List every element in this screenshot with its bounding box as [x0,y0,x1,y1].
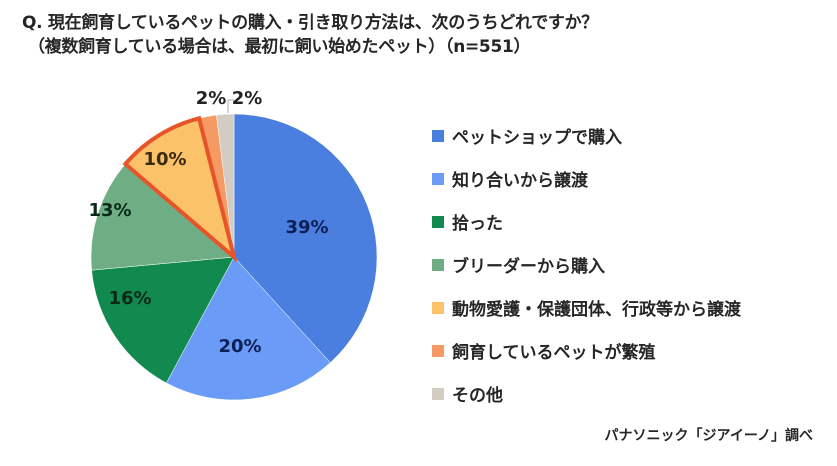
legend-item-breeder: ブリーダーから購入 [432,243,741,286]
legend-item-acquaintance: 知り合いから譲渡 [432,157,741,200]
highlight-outline [122,115,238,263]
legend-swatch [432,344,444,357]
source-credit: パナソニック「ジアイーノ」調べ [604,428,813,444]
legend-label: ペットショップで購入 [452,128,622,148]
legend-swatch [432,301,444,314]
slice-value-label: 20% [218,336,261,357]
pie-slices [90,113,378,401]
legend-item-bred: 飼育しているペットが繁殖 [432,329,741,372]
legend-label: 拾った [452,214,503,234]
legend-label: 知り合いから譲渡 [452,171,588,191]
slice-value-label: 10% [143,149,186,170]
legend-item-pet-shop: ペットショップで購入 [432,114,741,157]
legend-swatch [432,172,444,185]
legend-item-shelter: 動物愛護・保護団体、行政等から譲渡 [432,286,741,329]
legend-item-other: その他 [432,372,741,415]
legend-label: その他 [452,386,503,406]
slice-value-label: 39% [285,217,328,238]
legend-label: ブリーダーから購入 [452,257,605,277]
legend-label: 動物愛護・保護団体、行政等から譲渡 [452,300,741,320]
pie-slice [233,113,378,364]
pie-slice [166,256,331,401]
leader-line [227,99,234,113]
legend-swatch [432,258,444,271]
pie-slice [91,256,235,384]
legend-item-picked-up: 拾った [432,200,741,243]
slice-value-label: 13% [88,200,131,221]
legend-label: 飼育しているペットが繁殖 [452,343,656,363]
chart-subtitle: （複数飼育している場合は、最初に飼い始めたペット）（n=551） [28,37,531,57]
slice-value-label: 16% [108,288,151,309]
slice-value-label: 2% [232,88,263,109]
legend-swatch [432,387,444,400]
legend-swatch [432,129,444,142]
legend-swatch [432,215,444,228]
pie-slice [216,113,235,258]
pie-slice-labels: 39% 20% 16% 13% 10% 2% 2% [88,88,328,357]
chart-legend: ペットショップで購入 知り合いから譲渡 拾った ブリーダーから購入 動物愛護・保… [432,114,741,415]
pie-slice [90,163,235,271]
slice-value-label: 2% [196,88,227,109]
chart-title: Q. 現在飼育しているペットの購入・引き取り方法は、次のうちどれですか？ [22,13,599,33]
